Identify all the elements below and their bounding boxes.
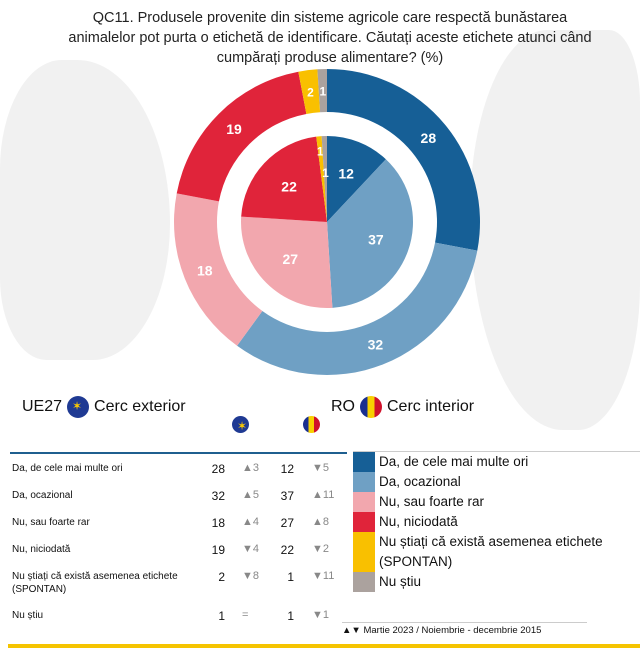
data-label: 22 <box>281 178 297 194</box>
data-label: 1 <box>320 85 327 99</box>
legend-label: Nu știu <box>379 574 422 589</box>
inner-slice <box>241 136 327 222</box>
inner-slice <box>321 136 327 222</box>
data-label: 1 <box>317 144 324 158</box>
row-label: Nu știați că există asemenea etichete (S… <box>12 571 178 595</box>
legend-item: Da, ocazional <box>353 472 640 492</box>
legend: Da, de cele mai multe ori Da, ocazional Nu… <box>353 451 640 592</box>
legend-swatch <box>353 452 375 472</box>
row-label: Nu, niciodată <box>12 544 71 555</box>
legend-label: Nu știați că există asemenea etichete (S… <box>379 534 603 569</box>
ro-diff: ▼2 <box>312 543 330 555</box>
data-label: 1 <box>322 166 329 180</box>
ue-value: 28 <box>211 462 225 476</box>
ro-flag-icon <box>303 416 320 433</box>
row-label: Da, de cele mai multe ori <box>12 463 123 474</box>
ro-value: 12 <box>280 462 294 476</box>
data-label: 18 <box>197 262 213 278</box>
data-label: 12 <box>338 166 354 182</box>
ro-value: 1 <box>287 609 294 623</box>
legend-ro: RO Cerc interior <box>331 396 474 418</box>
row-label: Nu știu <box>12 610 44 621</box>
ue-diff: = <box>242 609 249 621</box>
data-label: 28 <box>421 130 437 146</box>
legend-swatch <box>353 472 375 492</box>
outer-slice <box>317 69 327 113</box>
ro-value: 37 <box>280 489 294 503</box>
legend-swatch <box>353 532 375 572</box>
outer-slice <box>174 193 263 346</box>
legend-item: Nu, sau foarte rar <box>353 492 640 512</box>
data-label: 2 <box>307 86 314 100</box>
eu-flag-icon <box>232 416 249 433</box>
ro-value: 22 <box>280 543 294 557</box>
data-label: 32 <box>368 336 384 352</box>
ue27-label: UE27 <box>22 398 63 415</box>
legend-label: Da, ocazional <box>379 474 461 489</box>
legend-item: Da, de cele mai multe ori <box>353 452 640 472</box>
inner-slice <box>241 216 333 308</box>
outer-ring-label: Cerc exterior <box>94 398 186 415</box>
trend-arrows-icon: ▲▼ <box>342 625 361 636</box>
legend-item: Nu știu <box>353 572 640 592</box>
legend-label: Da, de cele mai multe ori <box>379 454 529 469</box>
outer-slice <box>327 69 480 251</box>
row-label: Da, ocazional <box>12 490 73 501</box>
footnote: ▲▼ Martie 2023 / Noiembrie - decembrie 2… <box>342 622 587 636</box>
legend-swatch <box>353 512 375 532</box>
legend-item: Nu, niciodată <box>353 512 640 532</box>
map-background <box>470 30 640 430</box>
ro-label: RO <box>331 398 355 415</box>
footnote-text: Martie 2023 / Noiembrie - decembrie 2015 <box>363 625 542 636</box>
legend-swatch <box>353 492 375 512</box>
ue-diff: ▼4 <box>242 543 260 555</box>
ro-diff: ▲11 <box>312 489 335 501</box>
ue-value: 32 <box>211 489 225 503</box>
inner-slice <box>327 136 386 222</box>
data-label: 19 <box>226 121 242 137</box>
inner-ring-label: Cerc interior <box>387 398 475 415</box>
data-table: Da, de cele mai multe ori 28 ▲3 12 ▼5 Da, oca… <box>10 452 347 623</box>
legend-label: Nu, sau foarte rar <box>379 494 485 509</box>
ue-value: 1 <box>218 609 225 623</box>
data-label: 37 <box>368 232 384 248</box>
ue-value: 2 <box>218 570 225 584</box>
outer-slice <box>176 71 307 202</box>
ro-diff: ▼1 <box>312 609 330 621</box>
outer-slice <box>298 69 321 114</box>
legend-ue27: UE27 Cerc exterior <box>22 396 186 418</box>
ro-diff: ▼11 <box>312 570 335 582</box>
legend-swatch <box>353 572 375 592</box>
eu-flag-icon <box>67 396 90 418</box>
legend-item: Nu știați că există asemenea etichete (S… <box>353 532 640 572</box>
ro-value: 27 <box>280 516 294 530</box>
inner-slice <box>327 159 413 308</box>
ro-diff: ▼5 <box>312 462 330 474</box>
legend-label: Nu, niciodată <box>379 514 458 529</box>
ro-flag-icon <box>360 396 382 418</box>
data-label: 27 <box>282 251 298 267</box>
outer-slice <box>237 242 478 375</box>
inner-slice <box>316 136 327 222</box>
ue-value: 19 <box>211 543 225 557</box>
footer-bar <box>8 644 640 648</box>
ro-diff: ▲8 <box>312 516 330 528</box>
chart-title: QC11. Produsele provenite din sisteme ag… <box>68 10 592 66</box>
ue-diff: ▲5 <box>242 489 260 501</box>
ue-diff: ▲4 <box>242 516 260 528</box>
ue-diff: ▲3 <box>242 462 260 474</box>
ue-diff: ▼8 <box>242 570 260 582</box>
map-background <box>0 60 170 360</box>
ue-value: 18 <box>211 516 225 530</box>
row-label: Nu, sau foarte rar <box>12 517 90 528</box>
ro-value: 1 <box>287 570 294 584</box>
